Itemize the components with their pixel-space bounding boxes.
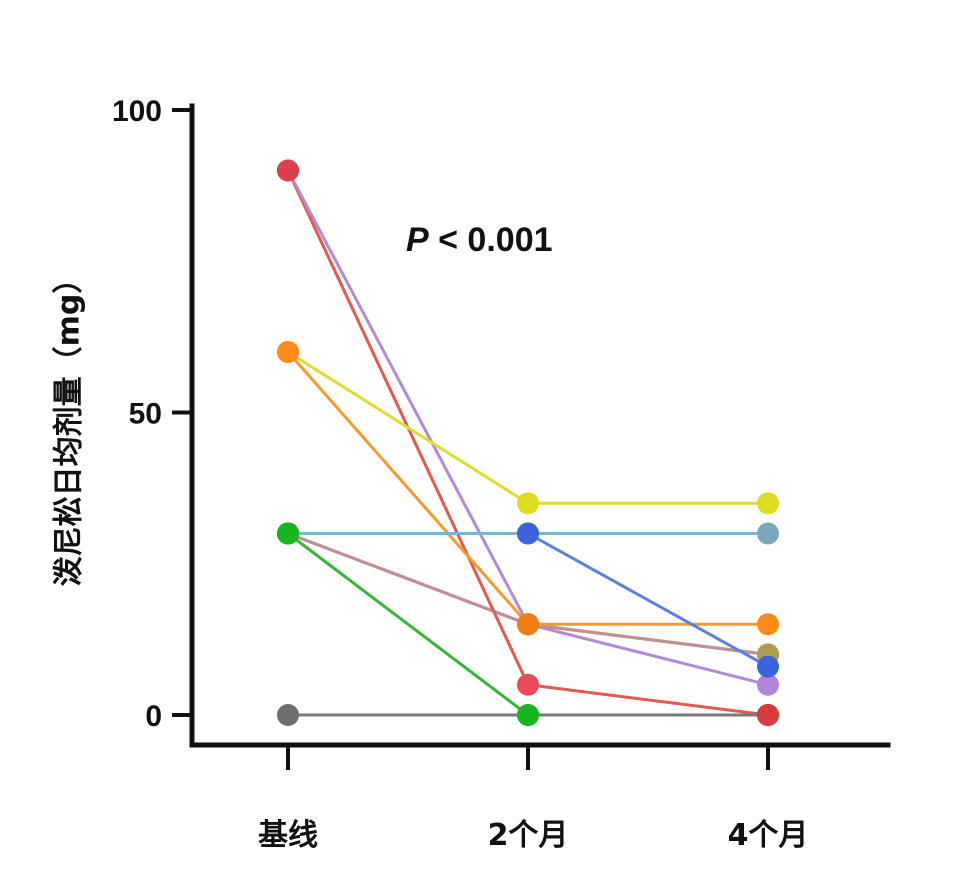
data-point-patient-10-0	[277, 522, 299, 545]
y-tick-label: 50	[129, 398, 162, 431]
p-value-text: < 0.001	[429, 221, 553, 259]
series-line-patient-6	[286, 351, 768, 626]
data-point-patient-9-1	[517, 522, 539, 545]
y-axis-label: 泼尼松日均剂量（mg）	[52, 264, 87, 587]
data-point-patient-7-1	[517, 492, 539, 515]
y-tick-label: 100	[112, 95, 162, 128]
data-point-patient-11-0	[277, 704, 299, 726]
data-point-patient-7-2	[757, 492, 779, 515]
data-point-patient-4-1	[517, 673, 539, 696]
data-point-patient-6-1	[517, 613, 539, 636]
y-tick-label: 0	[145, 700, 162, 733]
y-ticks: 0 50 100	[112, 95, 192, 733]
data-point-patient-8-2	[757, 655, 779, 678]
series-line-patient-3	[287, 532, 769, 656]
data-point-patient-6-2	[757, 613, 779, 636]
series-line-patient-7	[287, 350, 768, 505]
x-tick-label: 4个月	[728, 818, 809, 853]
data-point-patient-5-2	[757, 673, 779, 696]
data-point-patient-7-0	[277, 341, 299, 363]
x-tick-label: 基线	[258, 818, 318, 853]
x-tick-label: 2个月	[488, 818, 569, 853]
data-point-patient-11-2	[757, 704, 779, 726]
p-value-annotation: P < 0.001	[406, 221, 553, 259]
x-ticks: 基线 2个月 4个月	[258, 745, 808, 853]
data-points	[277, 159, 779, 726]
series-line-patient-2	[287, 532, 769, 656]
p-value-symbol: P	[406, 221, 429, 259]
axes-group	[189, 103, 891, 748]
data-point-patient-5-0	[277, 159, 299, 182]
data-point-patient-9-2	[757, 522, 779, 545]
data-point-patient-11-1	[517, 704, 539, 726]
series-line-patient-1	[287, 532, 769, 656]
